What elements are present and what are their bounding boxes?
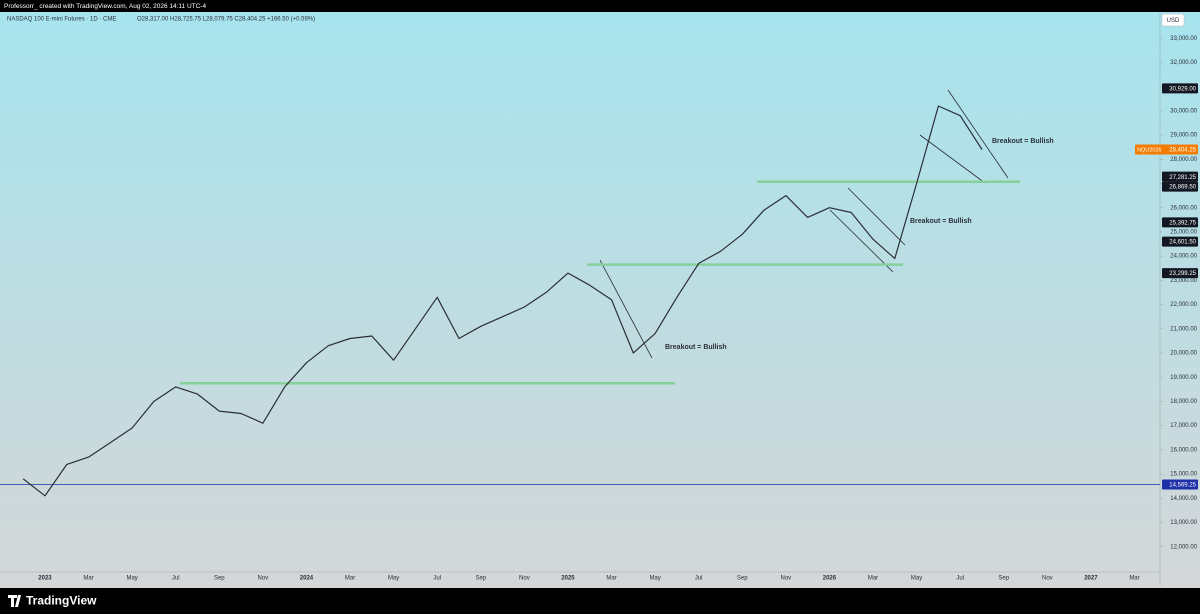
x-tick-label: Mar (345, 576, 355, 582)
y-tick-label: 20,000.00 (1170, 351, 1197, 357)
x-tick-label: May (911, 576, 922, 582)
trend-line (829, 209, 894, 273)
price-label-box (1162, 83, 1198, 94)
y-tick-label: 28,000.00 (1170, 157, 1197, 163)
x-tick-label: Jul (172, 576, 180, 582)
price-label-box (1162, 217, 1198, 228)
x-tick-label: Jul (433, 576, 441, 582)
credit: Professorr_ created with TradingView.com… (4, 3, 206, 10)
y-tick-label: 25,000.00 (1170, 229, 1197, 235)
x-tick-label: Jul (695, 576, 703, 582)
trend-lines (599, 89, 1009, 359)
currency-button[interactable] (1161, 13, 1185, 27)
y-tick-label: 29,000.00 (1170, 133, 1197, 139)
symbol-label: NQU2026 (1137, 147, 1161, 153)
ohlc: O28,317.00 H28,725.75 L28,079.75 C28,404… (137, 17, 315, 23)
y-tick-label: 17,000.00 (1170, 423, 1197, 429)
y-tick-label: 19,000.00 (1170, 375, 1197, 381)
x-tick-label: Jul (956, 576, 964, 582)
last-price-box (1135, 144, 1198, 155)
price-label-box (1162, 479, 1198, 490)
annotation: Breakout = Bullish (992, 138, 1054, 145)
x-tick-label: May (649, 576, 660, 582)
x-tick-label: Sep (737, 576, 748, 582)
y-tick-label: 21,000.00 (1170, 326, 1197, 332)
y-tick-label: 14,000.00 (1170, 496, 1197, 502)
x-tick-label: Mar (83, 576, 93, 582)
annotation: Breakout = Bullish (910, 218, 972, 225)
y-tick-label: 18,000.00 (1170, 399, 1197, 405)
y-tick-label: 26,000.00 (1170, 205, 1197, 211)
y-tick-label: 16,000.00 (1170, 447, 1197, 453)
x-tick-label: May (126, 576, 137, 582)
currency[interactable]: USD (1167, 18, 1180, 24)
trend-line (847, 187, 906, 246)
price-line (22, 105, 983, 497)
price-label: 27,281.25 (1169, 175, 1196, 181)
chart-title: NASDAQ 100 E-mini Futures · 1D · CME (7, 17, 116, 23)
y-tick-label: 30,000.00 (1170, 108, 1197, 114)
y-tick-label: 12,000.00 (1170, 544, 1197, 550)
x-tick-label: 2026 (823, 576, 837, 582)
bottom-bar (0, 588, 1200, 614)
x-tick-label: 2023 (38, 576, 52, 582)
price-label: 23,299.25 (1169, 271, 1196, 277)
price-label-box (1162, 236, 1198, 247)
x-tick-label: 2025 (561, 576, 575, 582)
y-tick-label: 32,000.00 (1170, 60, 1197, 66)
annotation: Breakout = Bullish (665, 344, 727, 351)
x-tick-label: Nov (258, 576, 269, 582)
x-tick-label: Mar (868, 576, 878, 582)
x-tick-label: Mar (606, 576, 616, 582)
last-price-label: 28,404.25 (1169, 148, 1196, 154)
top-bar (0, 0, 1200, 12)
price-label: 14,569.25 (1169, 483, 1196, 489)
y-tick-label: 15,000.00 (1170, 472, 1197, 478)
x-tick-label: Sep (214, 576, 225, 582)
trend-line (919, 134, 986, 184)
x-tick-label: Sep (998, 576, 1009, 582)
x-tick-label: Nov (519, 576, 530, 582)
brand: TradingView (26, 594, 97, 608)
price-label-box (1162, 171, 1198, 182)
price-label-box (1162, 268, 1198, 279)
logo-icon (8, 595, 21, 607)
trend-line (599, 259, 653, 359)
x-tick-label: Sep (475, 576, 486, 582)
price-label-box (1162, 181, 1198, 192)
price-label: 24,601.50 (1169, 240, 1196, 246)
y-tick-label: 13,000.00 (1170, 520, 1197, 526)
x-tick-label: Mar (1129, 576, 1139, 582)
x-tick-label: May (388, 576, 399, 582)
x-tick-label: 2024 (300, 576, 314, 582)
y-tick-label: 23,000.00 (1170, 278, 1197, 284)
y-tick-label: 33,000.00 (1170, 36, 1197, 42)
price-label: 25,392.75 (1169, 220, 1196, 226)
price-label: 26,869.50 (1169, 185, 1196, 191)
x-tick-label: Nov (781, 576, 792, 582)
y-tick-label: 22,000.00 (1170, 302, 1197, 308)
y-tick-label: 24,000.00 (1170, 254, 1197, 260)
price-label: 30,929.00 (1169, 86, 1196, 92)
x-tick-label: Nov (1042, 576, 1053, 582)
trend-line (947, 89, 1009, 179)
x-tick-label: 2027 (1084, 576, 1098, 582)
